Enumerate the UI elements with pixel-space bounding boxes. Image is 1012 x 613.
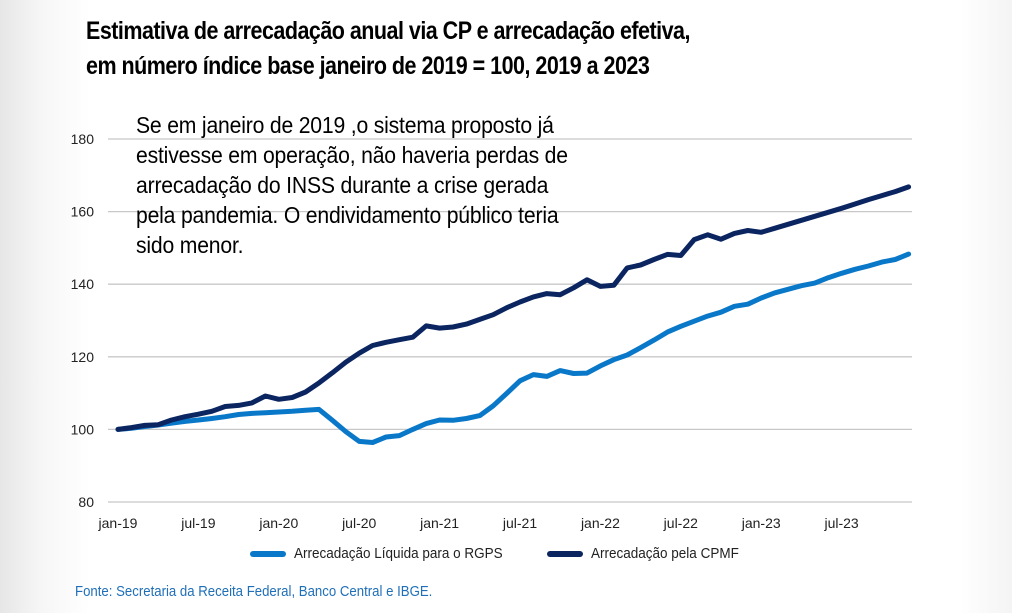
chart-title-line-2: em número índice base janeiro de 2019 = … [86,52,650,80]
x-tick-label: jul-23 [823,515,858,531]
annotation-line: pela pandemia. O endividamento público t… [136,202,559,228]
legend-swatch-cpmf [547,550,583,557]
x-tick-label: jul-22 [663,515,698,531]
legend-label-cpmf: Arrecadação pela CPMF [591,545,739,562]
chart-title-line-1: Estimativa de arrecadação anual via CP e… [86,17,690,45]
source-note: Fonte: Secretaria da Receita Federal, Ba… [75,583,433,600]
legend-swatch-rgps [250,550,286,557]
annotation-line: estivesse em operação, não haveria perda… [136,142,568,168]
chart-title: Estimativa de arrecadação anual via CP e… [86,14,826,84]
gridlines [108,138,912,503]
legend-item-cpmf: Arrecadação pela CPMF [547,545,755,562]
x-tick-label: jul-19 [180,515,215,531]
x-axis-tick-labels: jan-19 jul-19 jan-20 jul-20 jan-21 jul-21 jan-… [98,515,859,531]
x-tick-label: jan-19 [98,515,138,531]
chart-legend: Arrecadação Líquida para o RGPS Arrecada… [0,545,1012,569]
annotation-line: arrecadação do INSS durante a crise gera… [136,172,549,198]
x-tick-label: jan-20 [258,515,298,531]
x-tick-label: jul-21 [502,515,537,531]
y-tick-label: 100 [71,421,95,437]
annotation-line: sido menor. [136,232,244,258]
y-tick-label: 160 [71,204,95,220]
y-axis-tick-labels: 80 100 120 140 160 180 [71,131,95,510]
annotation-line: Se em janeiro de 2019 ,o sistema propost… [136,112,554,138]
y-tick-label: 80 [78,494,94,510]
annotation-text: Se em janeiro de 2019 ,o sistema propost… [136,110,614,260]
y-tick-label: 120 [71,349,95,365]
y-tick-label: 180 [71,131,95,147]
x-tick-label: jan-22 [580,515,620,531]
series-lines [115,184,912,445]
series-line-rgps [115,251,912,445]
x-tick-label: jan-21 [419,515,459,531]
x-tick-label: jul-20 [341,515,376,531]
legend-label-rgps: Arrecadação Líquida para o RGPS [294,545,503,562]
series-line-cpmf [115,184,912,432]
x-tick-label: jan-23 [741,515,781,531]
legend-item-rgps: Arrecadação Líquida para o RGPS [250,545,526,562]
y-tick-label: 140 [71,276,95,292]
